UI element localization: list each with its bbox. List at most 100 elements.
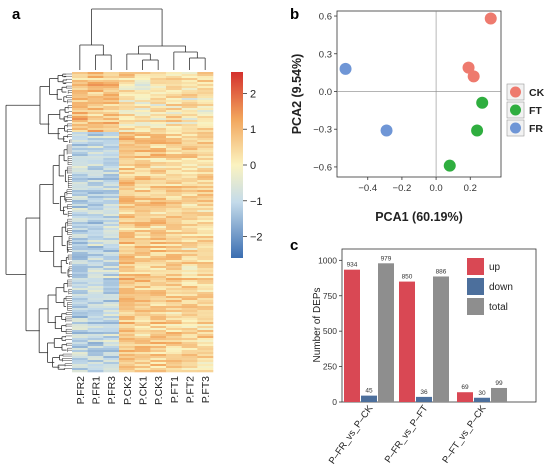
heatmap-cell bbox=[150, 228, 167, 231]
heatmap-cell bbox=[119, 172, 135, 175]
heatmap-cell bbox=[197, 312, 214, 315]
heatmap-cell bbox=[103, 100, 120, 103]
heatmap-cell bbox=[181, 74, 198, 77]
heatmap-cell bbox=[134, 166, 151, 169]
heatmap-cell bbox=[150, 166, 167, 169]
heatmap-cell bbox=[166, 256, 182, 259]
heatmap-cell bbox=[197, 158, 214, 161]
heatmap-cell bbox=[150, 148, 167, 151]
heatmap-cell bbox=[103, 162, 120, 165]
heatmap-cell bbox=[181, 344, 198, 347]
heatmap-cell bbox=[119, 236, 135, 239]
heatmap-cell bbox=[103, 166, 120, 169]
heatmap-cell bbox=[181, 316, 198, 319]
heatmap-cell bbox=[181, 138, 198, 141]
heatmap-cell bbox=[87, 138, 104, 141]
heatmap-cell bbox=[150, 278, 167, 281]
heatmap-cell bbox=[181, 270, 198, 273]
heatmap-cell bbox=[119, 282, 135, 285]
heatmap-cell bbox=[197, 352, 214, 355]
heatmap-cell bbox=[87, 104, 104, 107]
heatmap-cell bbox=[181, 154, 198, 157]
heatmap-cell bbox=[197, 106, 214, 109]
heatmap-cell bbox=[119, 320, 135, 323]
heatmap-cell bbox=[181, 196, 198, 199]
heatmap-cell bbox=[150, 176, 167, 179]
heatmap-cell bbox=[119, 226, 135, 229]
heatmap-cell bbox=[197, 110, 214, 113]
heatmap-cell bbox=[197, 112, 214, 115]
heatmap-cell bbox=[150, 334, 167, 337]
heatmap-cell bbox=[197, 102, 214, 105]
heatmap-cell bbox=[72, 364, 88, 367]
heatmap-cell bbox=[181, 208, 198, 211]
heatmap-cell bbox=[72, 144, 88, 147]
heatmap-cell bbox=[134, 210, 151, 213]
heatmap-cell bbox=[134, 320, 151, 323]
heatmap-cell bbox=[181, 342, 198, 345]
heatmap-cell bbox=[72, 120, 88, 123]
heatmap-cell bbox=[87, 298, 104, 301]
heatmap-cell bbox=[197, 306, 214, 309]
heatmap-cell bbox=[150, 352, 167, 355]
heatmap-cell bbox=[197, 248, 214, 251]
heatmap-cell bbox=[72, 78, 88, 81]
heatmap-cell bbox=[87, 90, 104, 93]
heatmap-cell bbox=[166, 208, 182, 211]
heatmap-cell bbox=[181, 268, 198, 271]
heatmap-cell bbox=[197, 210, 214, 213]
heatmap-cell bbox=[181, 216, 198, 219]
heatmap-cell bbox=[166, 84, 182, 87]
heatmap-cell bbox=[87, 304, 104, 307]
heatmap-cell bbox=[134, 244, 151, 247]
heatmap-cell bbox=[103, 86, 120, 89]
heatmap-cell bbox=[181, 350, 198, 353]
bar-down bbox=[361, 395, 377, 402]
heatmap-cell bbox=[119, 356, 135, 359]
heatmap-cell bbox=[72, 292, 88, 295]
heatmap-cell bbox=[181, 370, 198, 373]
heatmap-cell bbox=[134, 356, 151, 359]
heatmap-cell bbox=[150, 122, 167, 125]
heatmap-cell bbox=[181, 224, 198, 227]
heatmap-cell bbox=[72, 262, 88, 265]
heatmap-cell bbox=[166, 296, 182, 299]
pca-point-ft bbox=[471, 124, 484, 137]
heatmap-cell bbox=[166, 324, 182, 327]
heatmap-cell bbox=[87, 322, 104, 325]
heatmap-cell bbox=[150, 286, 167, 289]
heatmap-cell bbox=[181, 76, 198, 79]
heatmap-cell bbox=[103, 122, 120, 125]
heatmap-cell bbox=[87, 136, 104, 139]
heatmap-cell bbox=[134, 146, 151, 149]
heatmap-cell bbox=[103, 200, 120, 203]
heatmap-cell bbox=[197, 338, 214, 341]
heatmap-cell bbox=[150, 164, 167, 167]
heatmap-cell bbox=[134, 288, 151, 291]
heatmap-cell bbox=[72, 314, 88, 317]
heatmap-cell bbox=[72, 98, 88, 101]
heatmap-cell bbox=[87, 124, 104, 127]
heatmap-cell bbox=[103, 130, 120, 133]
heatmap-cell bbox=[166, 180, 182, 183]
heatmap-cell bbox=[87, 100, 104, 103]
heatmap-cell bbox=[181, 282, 198, 285]
heatmap-cell bbox=[166, 178, 182, 181]
heatmap-cell bbox=[103, 224, 120, 227]
heatmap-cell bbox=[87, 160, 104, 163]
heatmap-cell bbox=[197, 246, 214, 249]
heatmap-cell bbox=[181, 198, 198, 201]
heatmap-cell bbox=[103, 206, 120, 209]
heatmap-cell bbox=[166, 264, 182, 267]
heatmap-cell bbox=[119, 150, 135, 153]
heatmap-cell bbox=[134, 186, 151, 189]
heatmap-cell bbox=[181, 218, 198, 221]
heatmap-cell bbox=[87, 188, 104, 191]
heatmap-cell bbox=[166, 186, 182, 189]
heatmap-cell bbox=[72, 336, 88, 339]
bar-total bbox=[433, 276, 449, 402]
heatmap-cell bbox=[181, 110, 198, 113]
heatmap-cell bbox=[119, 338, 135, 341]
heatmap-cell bbox=[150, 294, 167, 297]
heatmap-cell bbox=[150, 310, 167, 313]
